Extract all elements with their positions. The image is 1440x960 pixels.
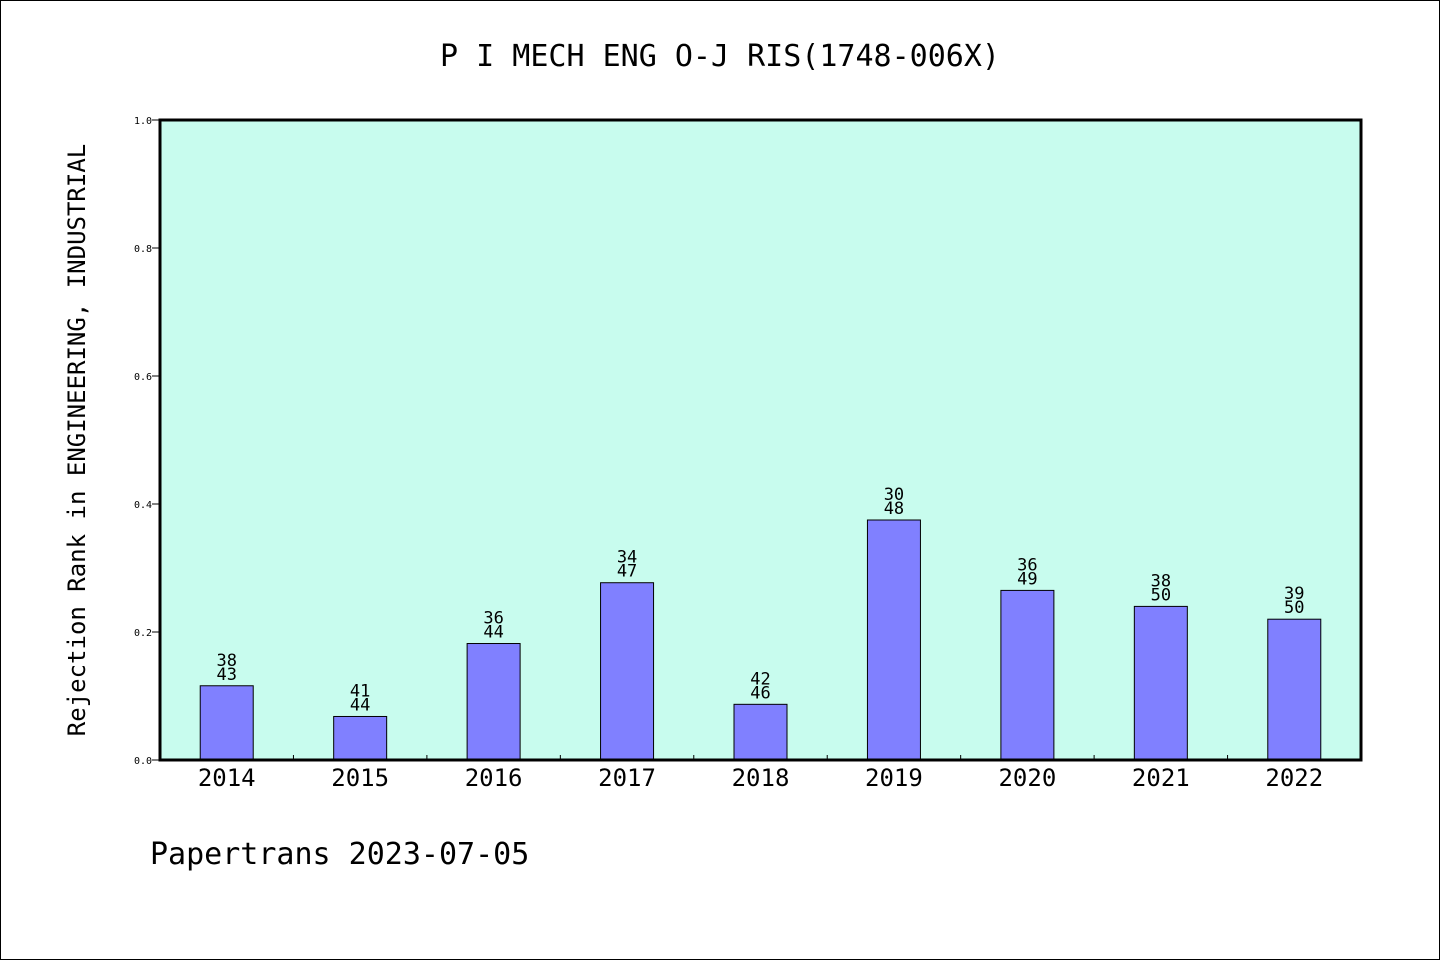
footer-credit: Papertrans 2023-07-05	[150, 837, 529, 872]
x-tick-label: 2022	[1265, 764, 1323, 792]
bar-2018	[733, 703, 788, 761]
bar-2014	[199, 685, 254, 761]
y-tick-label: 0.6	[134, 372, 152, 383]
plot-border	[158, 118, 1363, 762]
bar-2017	[600, 582, 655, 761]
bar-label-rank: 36	[1017, 555, 1037, 575]
bar-label-total: 48	[884, 499, 904, 519]
x-tick-label: 2017	[598, 764, 656, 792]
x-tick-label: 2018	[732, 764, 790, 792]
bar-2021	[1133, 605, 1188, 761]
bar-label-total: 44	[350, 695, 370, 715]
bar-label-rank: 38	[216, 651, 236, 671]
y-tick-label: 0.0	[134, 756, 152, 767]
bar-label-total: 50	[1151, 585, 1171, 605]
bar-2016	[466, 643, 521, 761]
y-tick-label: 0.2	[134, 628, 152, 639]
y-axis-ticks: 0.0 0.2 0.4 0.6 0.8 1.0	[134, 116, 160, 767]
bar-2022	[1267, 618, 1322, 761]
bar-2015	[333, 715, 388, 761]
bar-label-rank: 36	[483, 609, 503, 629]
x-tick-label: 2014	[198, 764, 256, 792]
bar-label-rank: 38	[1151, 571, 1171, 591]
bar-label-rank: 30	[884, 485, 904, 505]
bar-label-rank: 39	[1284, 584, 1304, 604]
x-tick-label: 2020	[998, 764, 1056, 792]
bar-label-rank: 42	[750, 669, 770, 689]
y-tick-label: 0.8	[134, 244, 152, 255]
bar-label-total: 50	[1284, 598, 1304, 618]
bar-label-total: 43	[216, 665, 236, 685]
y-tick-label: 1.0	[134, 116, 152, 127]
x-tick-label: 2019	[865, 764, 923, 792]
bar-label-rank: 41	[350, 681, 370, 701]
bar-2019	[866, 519, 921, 761]
bar-label-total: 46	[750, 683, 770, 703]
bar-label-rank: 34	[617, 548, 637, 568]
bar-label-total: 49	[1017, 569, 1037, 589]
y-tick-label: 0.4	[134, 500, 152, 511]
bar-2020	[1000, 589, 1055, 761]
x-tick-label: 2016	[465, 764, 523, 792]
x-axis-labels: 2014 2015 2016 2017 2018 2019 2020 2021 2022	[198, 764, 1323, 792]
x-tick-label: 2021	[1132, 764, 1190, 792]
bars	[199, 519, 1322, 761]
y-axis-label: Rejection Rank in ENGINEERING, INDUSTRIA…	[63, 144, 91, 736]
bar-label-total: 47	[617, 562, 637, 582]
bar-label-total: 44	[483, 623, 503, 643]
x-tick-label: 2015	[331, 764, 389, 792]
chart-title: P I MECH ENG O-J RIS(1748-006X)	[440, 39, 1000, 74]
